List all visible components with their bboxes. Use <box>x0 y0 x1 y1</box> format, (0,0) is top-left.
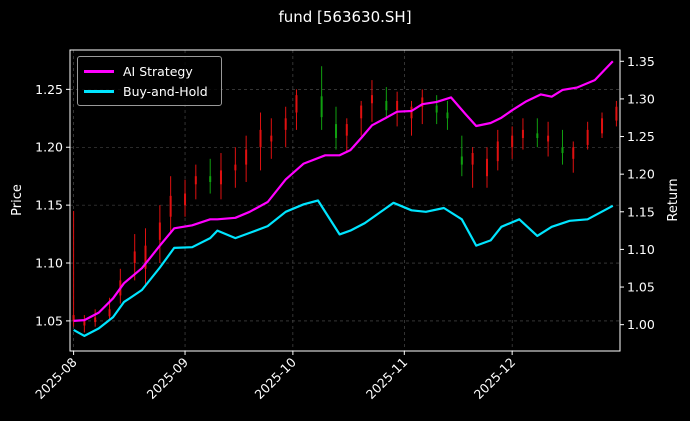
candle-body <box>471 153 474 165</box>
y-tick-label-right: 1.05 <box>627 280 655 295</box>
y-tick-label-right: 1.15 <box>627 204 655 219</box>
candle-body <box>94 317 97 323</box>
candle-body <box>435 105 438 113</box>
candle-body <box>547 135 550 142</box>
candle-body <box>234 164 237 171</box>
candle-body <box>184 193 187 206</box>
candle-body <box>421 97 424 107</box>
candle-body <box>335 124 338 138</box>
y-axis-left-label: Price <box>10 184 25 216</box>
buy-and-hold-line <box>73 199 614 337</box>
y-tick-label-left: 1.15 <box>35 198 63 213</box>
candle-body <box>521 129 524 138</box>
candle-body <box>586 129 589 145</box>
candle-body <box>396 100 399 111</box>
y-tick-label-left: 1.10 <box>35 256 63 271</box>
candle-body <box>572 147 575 159</box>
candle-body <box>245 149 248 165</box>
candle-body <box>284 118 287 130</box>
candle-body <box>83 320 86 326</box>
candle-body <box>144 245 147 269</box>
candle-body <box>536 133 539 138</box>
y-tick-label-left: 1.25 <box>35 82 63 97</box>
legend-label-buy-and-hold: Buy-and-Hold <box>123 83 208 99</box>
y-tick-label-right: 1.10 <box>627 242 655 257</box>
candle-body <box>194 176 197 185</box>
candle-body <box>615 106 618 121</box>
return-lines <box>73 60 614 337</box>
candle-body <box>410 106 413 119</box>
chart-title: fund [563630.SH] <box>278 8 412 26</box>
candle-body <box>133 251 136 264</box>
candle-body <box>370 95 373 104</box>
candle-body <box>158 222 161 240</box>
candle-body <box>360 105 363 119</box>
grid-lines <box>70 50 620 351</box>
candle-body <box>320 96 323 118</box>
candle-body <box>496 141 499 162</box>
candle-body <box>561 147 564 154</box>
ai-strategy-line <box>73 60 614 322</box>
legend-label-ai-strategy: AI Strategy <box>123 63 193 79</box>
candle-body <box>72 315 75 321</box>
candle-body <box>345 124 348 136</box>
candle-body <box>108 309 111 317</box>
y-tick-label-right: 1.30 <box>627 91 655 106</box>
y-tick-label-left: 1.05 <box>35 313 63 328</box>
y-axis-right-label: Return <box>666 178 681 221</box>
y-tick-label-right: 1.25 <box>627 129 655 144</box>
legend-item-buy-and-hold: Buy-and-Hold <box>84 82 208 100</box>
candle-body <box>259 129 262 148</box>
candle-body <box>385 100 388 111</box>
plot-frame <box>69 49 621 352</box>
y-tick-label-right: 1.20 <box>627 167 655 182</box>
candle-body <box>601 118 604 134</box>
legend: AI Strategy Buy-and-Hold <box>77 56 222 106</box>
legend-item-ai-strategy: AI Strategy <box>84 62 193 80</box>
y-tick-label-right: 1.00 <box>627 317 655 332</box>
candle-body <box>169 195 172 217</box>
y-tick-label-left: 1.20 <box>35 140 63 155</box>
candle-body <box>446 112 449 119</box>
y-tick-label-right: 1.35 <box>627 54 655 69</box>
candle-body <box>511 135 514 148</box>
price-bars <box>72 66 618 333</box>
legend-swatch-buy-and-hold <box>84 89 114 93</box>
candle-body <box>209 176 212 182</box>
legend-swatch-ai-strategy <box>84 69 114 73</box>
candle-body <box>485 158 488 177</box>
candle-body <box>295 95 298 113</box>
candle-body <box>219 170 222 185</box>
candle-body <box>460 156 463 165</box>
candle-body <box>270 135 273 142</box>
